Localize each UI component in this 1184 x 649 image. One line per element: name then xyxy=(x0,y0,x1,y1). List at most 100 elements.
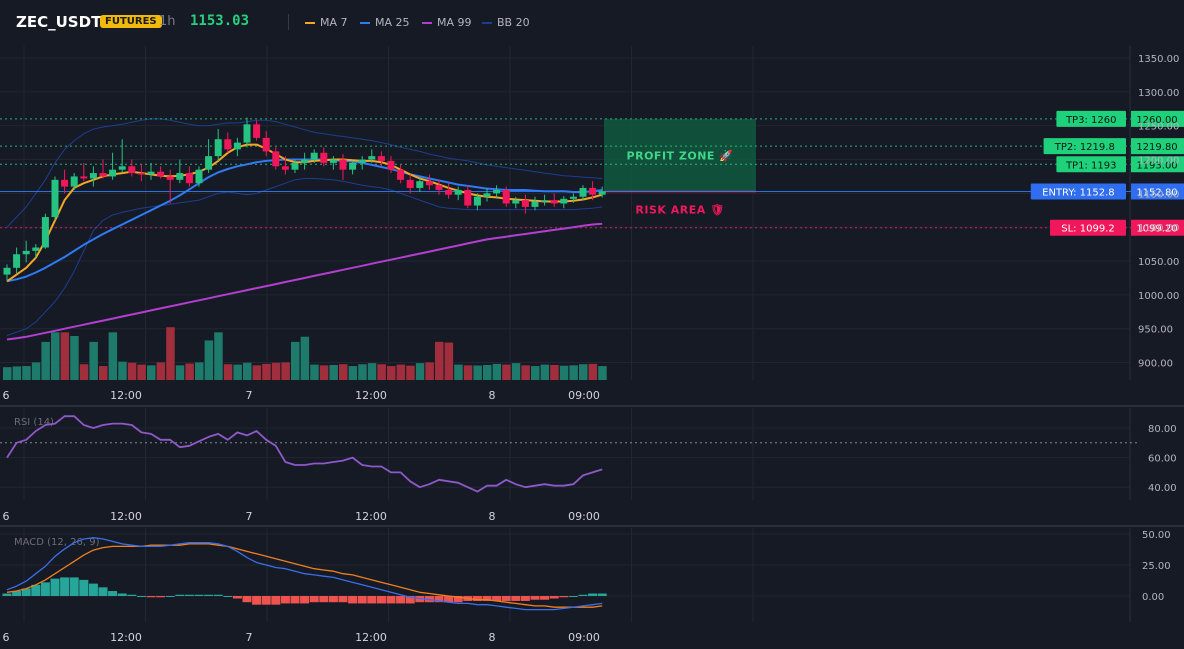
macd-time-label: 8 xyxy=(489,631,496,644)
candle-body xyxy=(349,162,357,170)
main-time-label: 12:00 xyxy=(110,389,142,402)
legend-ma99-label: MA 99 xyxy=(437,16,472,29)
candle-body xyxy=(416,181,424,188)
volume-bar xyxy=(319,365,329,380)
interval-selector[interactable]: 1h xyxy=(159,14,176,29)
candle-body xyxy=(41,217,49,248)
volume-bar xyxy=(12,366,22,380)
ma7-swatch-icon xyxy=(305,22,315,24)
macd-hist-bar xyxy=(568,596,578,597)
macd-hist-bar xyxy=(319,596,329,603)
level-tag-tp xyxy=(1056,156,1126,173)
rsi-time-label: 8 xyxy=(489,510,496,523)
macd-hist-bar xyxy=(492,596,502,601)
candle-body xyxy=(253,124,261,138)
candle-body xyxy=(32,247,40,251)
volume-bar xyxy=(214,332,223,380)
volume-bar xyxy=(22,366,31,380)
ma99-line xyxy=(6,222,603,341)
volume-bar xyxy=(108,332,118,380)
level-price-tag-sl xyxy=(1131,219,1184,236)
legend-ma99[interactable]: MA 99 xyxy=(422,16,472,29)
symbol-title[interactable]: ZEC_USDT xyxy=(16,13,102,31)
legend-ma25[interactable]: MA 25 xyxy=(360,16,410,29)
macd-tick-label: 50.00 xyxy=(1142,530,1171,541)
macd-hist-bar xyxy=(117,593,127,596)
candle-body xyxy=(291,162,299,170)
macd-hist-bar xyxy=(300,596,310,604)
volume-bar xyxy=(51,332,60,380)
legend-ma7[interactable]: MA 7 xyxy=(305,16,348,29)
macd-hist-bar xyxy=(184,594,194,596)
volume-bar xyxy=(195,362,204,380)
volume-bar xyxy=(463,365,473,380)
macd-hist-bar xyxy=(31,584,41,596)
candle-body xyxy=(13,254,21,268)
candle-body xyxy=(435,185,443,190)
macd-hist-bar xyxy=(252,596,262,605)
candle-body xyxy=(109,169,117,177)
price-tick-label: 900.00 xyxy=(1138,359,1173,370)
macd-hist-bar xyxy=(396,596,406,604)
candle-body xyxy=(368,156,376,160)
level-price-label: 1219.80 xyxy=(1136,142,1177,153)
macd-time-label: 09:00 xyxy=(568,631,600,644)
rsi-time-label: 7 xyxy=(246,510,253,523)
volume-bar xyxy=(588,363,598,380)
volume-bar xyxy=(89,341,98,380)
rsi-time-label: 6 xyxy=(3,510,10,523)
volume-bar xyxy=(118,361,127,380)
macd-hist-bar xyxy=(146,596,156,598)
volume-bar xyxy=(329,364,338,380)
volume-bar xyxy=(559,365,569,380)
volume-bar xyxy=(252,365,262,380)
candle-body xyxy=(89,173,97,179)
macd-time-label: 6 xyxy=(3,631,10,644)
rsi-title: RSI (14) xyxy=(14,417,54,428)
price-tick-label: 1050.00 xyxy=(1138,257,1179,268)
macd-hist-bar xyxy=(588,593,598,596)
candle-body xyxy=(521,200,529,207)
main-time-label: 7 xyxy=(246,389,253,402)
candle-body xyxy=(118,166,126,170)
candle-body xyxy=(569,196,577,199)
candle-body xyxy=(3,267,11,275)
macd-hist-bar xyxy=(98,587,108,596)
level-tag-sl xyxy=(1050,219,1126,236)
legend-bb20[interactable]: BB 20 xyxy=(482,16,530,29)
volume-bar xyxy=(99,366,108,380)
volume-bar xyxy=(415,363,425,380)
macd-hist-bar xyxy=(232,596,242,599)
volume-bar xyxy=(550,364,559,380)
volume-bar xyxy=(31,362,41,380)
candle-body xyxy=(560,198,568,204)
legend-ma25-label: MA 25 xyxy=(375,16,410,29)
gridlines xyxy=(0,46,1130,622)
macd-time-label: 7 xyxy=(246,631,253,644)
macd-hist-bar xyxy=(194,594,204,596)
volume-bar xyxy=(435,341,444,380)
volume-bar xyxy=(300,336,310,380)
candle-body xyxy=(579,187,587,197)
macd-hist-bar xyxy=(376,596,386,604)
candle-body xyxy=(233,142,241,150)
macd-hist-bar xyxy=(213,594,223,596)
macd-hist-bar xyxy=(50,578,60,596)
main-time-label: 8 xyxy=(489,389,496,402)
volume-bar xyxy=(377,364,386,380)
volume-bar xyxy=(492,363,502,380)
candle-body xyxy=(272,151,280,167)
candle-body xyxy=(454,189,462,195)
volume-bar xyxy=(569,365,578,380)
price-tick-label: 950.00 xyxy=(1138,325,1173,336)
macd-hist-bar xyxy=(501,596,511,601)
volume-bar xyxy=(598,366,607,380)
candle-body xyxy=(464,189,472,206)
candle-body xyxy=(214,139,222,157)
macd-signal-line xyxy=(6,543,603,608)
candle-body xyxy=(387,160,395,170)
macd-hist-bar xyxy=(328,596,338,603)
macd-time-label: 12:00 xyxy=(355,631,387,644)
candle-body xyxy=(531,201,539,207)
